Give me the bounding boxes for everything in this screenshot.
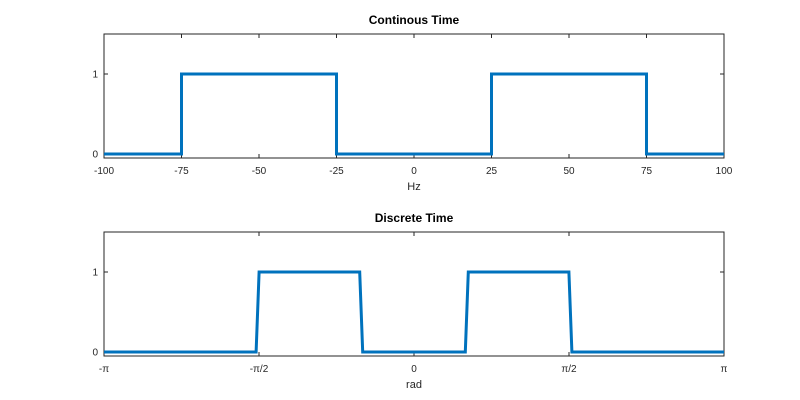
continuous-time-xtick-label: 25 (486, 166, 498, 177)
discrete-time-axes: -π -π/2 0 π/2 π 0 1 Discrete Time rad (92, 211, 727, 391)
continuous-time-xtick-label: -50 (252, 166, 267, 177)
continuous-time-series-line (104, 72, 724, 156)
discrete-time-ytick-label: 1 (92, 268, 98, 279)
discrete-time-xtick-label: π/2 (561, 364, 577, 375)
discrete-time-xlabel: rad (406, 379, 422, 391)
continuous-time-ytick-label: 1 (92, 70, 98, 81)
discrete-time-ticks: -π -π/2 0 π/2 π 0 1 (92, 232, 728, 375)
continuous-time-xtick-label: 0 (411, 166, 417, 177)
continuous-time-xtick-label: -25 (329, 166, 344, 177)
discrete-time-xtick-label: -π (99, 364, 109, 375)
continuous-time-xlabel: Hz (407, 181, 420, 193)
discrete-time-xtick-label: π (721, 364, 728, 375)
continuous-time-title: Continous Time (369, 13, 460, 27)
continuous-time-plot-area (103, 33, 725, 159)
discrete-time-xtick-label: 0 (411, 364, 417, 375)
discrete-time-title: Discrete Time (375, 211, 454, 225)
continuous-time-xtick-label: -100 (94, 166, 114, 177)
continuous-time-xtick-label: 75 (641, 166, 653, 177)
continuous-time-xtick-label: -75 (174, 166, 189, 177)
continuous-time-axes: -100 -75 -50 -25 0 25 50 75 100 0 1 Continous Time… (92, 13, 732, 193)
discrete-time-xtick-label: -π/2 (250, 364, 269, 375)
continuous-time-xtick-label: 100 (716, 166, 733, 177)
discrete-time-plot-area (103, 231, 725, 357)
discrete-time-ytick-label: 0 (92, 348, 98, 359)
continuous-time-ticks: -100 -75 -50 -25 0 25 50 75 100 0 1 (92, 34, 733, 177)
continuous-time-xtick-label: 50 (563, 166, 575, 177)
discrete-time-series-line (104, 270, 724, 354)
continuous-time-ytick-label: 0 (92, 150, 98, 161)
